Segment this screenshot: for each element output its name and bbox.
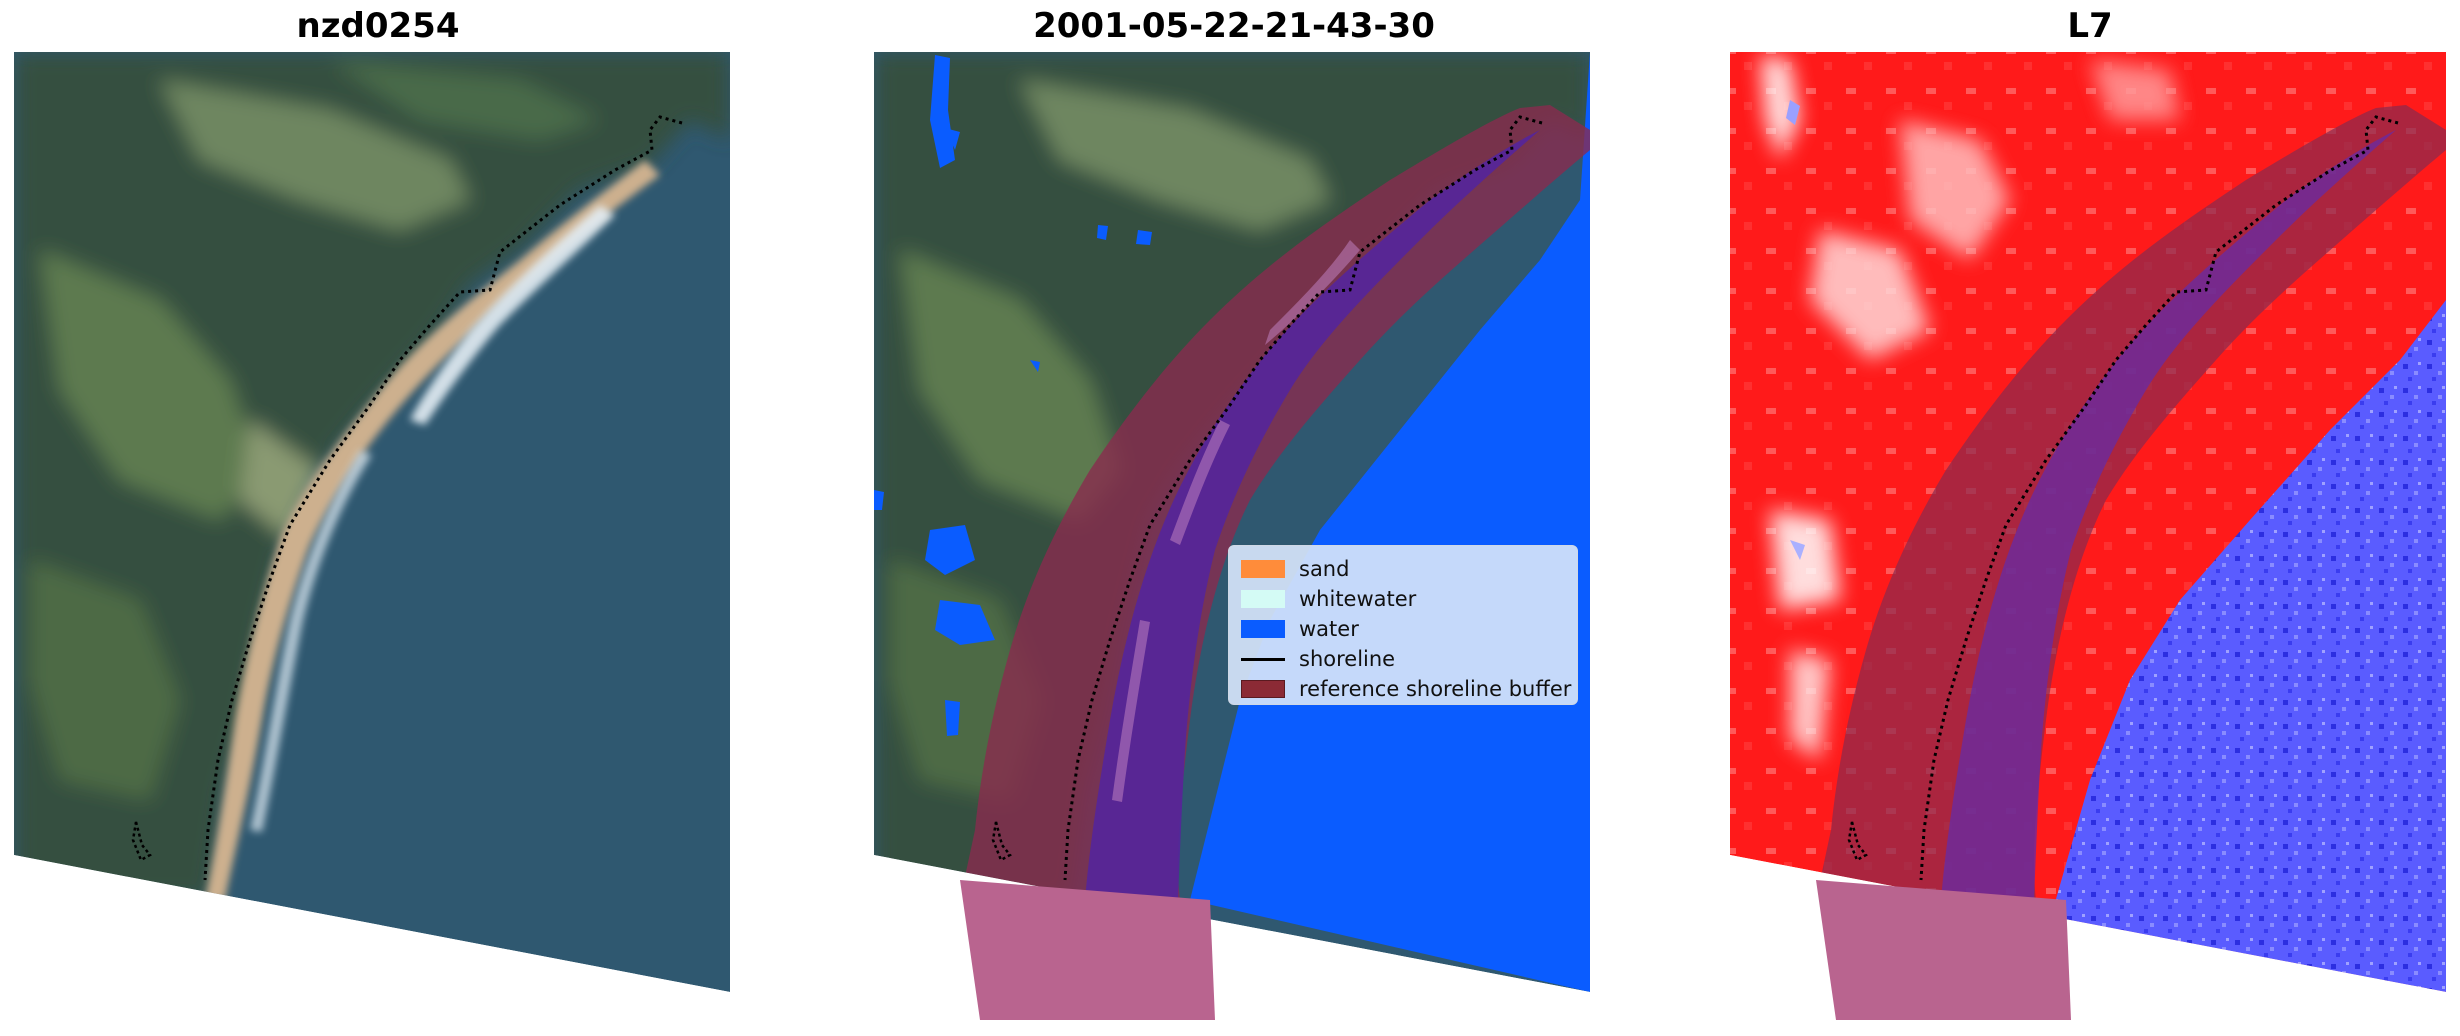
panel-classification-image: [874, 52, 1590, 992]
legend-item-shoreline: shoreline: [1241, 644, 1577, 674]
shoreline-index: [1919, 115, 2399, 881]
shoreline-rgb: [203, 115, 683, 881]
legend-label-shoreline: shoreline: [1299, 647, 1396, 671]
legend-swatch-reference-buffer: [1241, 680, 1285, 698]
legend-swatch-whitewater: [1241, 590, 1285, 608]
legend-label-whitewater: whitewater: [1299, 587, 1417, 611]
legend-label-water: water: [1299, 617, 1359, 641]
legend: sand whitewater water shoreline referenc…: [1228, 545, 1578, 705]
no-data-mask-rgb: [14, 855, 730, 1036]
legend-item-sand: sand: [1241, 554, 1577, 584]
shoreline-classification-islet: [991, 821, 1012, 862]
legend-item-whitewater: whitewater: [1241, 584, 1577, 614]
legend-item-reference-buffer: reference shoreline buffer: [1241, 674, 1577, 704]
panel-index-image: [1730, 52, 2446, 992]
panel-title-rgb: nzd0254: [296, 6, 460, 46]
panel-title-classification: 2001-05-22-21-43-30: [1033, 6, 1435, 46]
panel-title-index: L7: [2067, 6, 2113, 46]
legend-label-sand: sand: [1299, 557, 1350, 581]
legend-item-water: water: [1241, 614, 1577, 644]
legend-swatch-sand: [1241, 560, 1285, 578]
legend-swatch-water: [1241, 620, 1285, 638]
shoreline-rgb-islet: [131, 821, 152, 862]
legend-label-reference-buffer: reference shoreline buffer: [1299, 677, 1572, 701]
legend-swatch-shoreline: [1241, 657, 1285, 661]
shoreline-classification: [1063, 115, 1543, 881]
panel-rgb-image: [14, 52, 730, 992]
shoreline-index-islet: [1847, 821, 1868, 862]
